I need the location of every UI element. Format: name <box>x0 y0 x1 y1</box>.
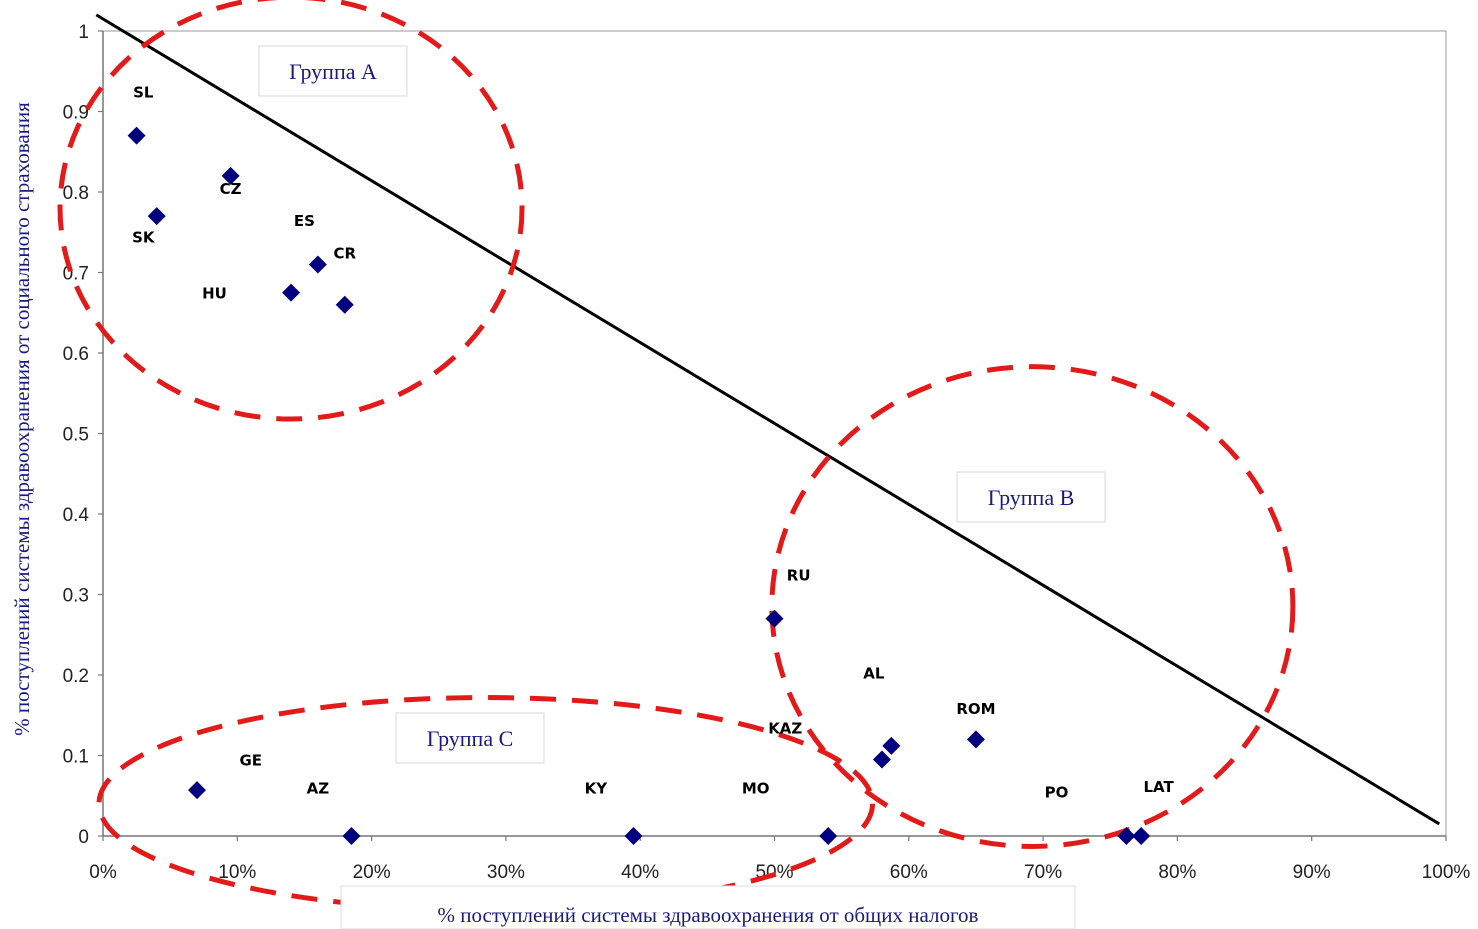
y-tick-label: 0 <box>78 827 89 848</box>
data-point <box>1117 827 1136 845</box>
point-label: MO <box>742 780 770 798</box>
point-label: AL <box>863 665 885 683</box>
data-point <box>282 283 301 302</box>
point-label: LAT <box>1143 778 1174 796</box>
data-point <box>872 750 891 769</box>
point-labels: SL CZ SK ES CR HU GE AZ KY MO RU AL KAZ ROM PO LAT <box>132 83 1174 801</box>
plot-frame <box>102 30 1447 837</box>
data-point <box>127 126 146 145</box>
group-label-box <box>395 712 545 764</box>
data-point <box>882 736 901 755</box>
data-markers <box>127 126 1151 845</box>
x-axis-title-box <box>340 885 1076 929</box>
group-label: Группа С <box>427 726 514 751</box>
point-label: RU <box>787 566 811 584</box>
point-label: SK <box>132 228 156 246</box>
trendline-layer <box>95 13 1441 826</box>
data-point <box>221 166 240 185</box>
data-point <box>765 609 784 628</box>
point-label: AZ <box>307 780 330 798</box>
y-tick-label: 0.8 <box>63 183 89 204</box>
point-label: KAZ <box>768 719 802 737</box>
y-tick-label: 0.6 <box>63 344 89 365</box>
y-tick-label: 0.9 <box>63 103 89 124</box>
group-ellipses <box>57 0 1296 913</box>
x-tick-label: 0% <box>89 862 117 883</box>
point-label: SL <box>133 83 154 101</box>
x-tick-label: 90% <box>1293 862 1331 883</box>
x-tick-label: 20% <box>353 862 391 883</box>
trendline <box>95 13 1441 826</box>
y-axis-ticks: 00.10.20.30.40.50.60.70.80.91 <box>63 22 103 848</box>
x-tick-label: 100% <box>1422 862 1471 883</box>
point-label: CZ <box>220 180 242 198</box>
x-tick-label: 70% <box>1024 862 1062 883</box>
group-ellipse <box>57 0 525 422</box>
x-tick-label: 30% <box>487 862 525 883</box>
x-tick-label: 60% <box>890 862 928 883</box>
data-point <box>966 730 985 749</box>
x-tick-label: 80% <box>1158 862 1196 883</box>
data-point <box>624 827 643 845</box>
plot-area <box>102 30 1447 837</box>
data-point <box>335 295 354 314</box>
y-tick-label: 0.5 <box>63 425 89 446</box>
y-axis-title: % поступлений системы здравоохранения от… <box>10 102 34 736</box>
y-tick-label: 0.4 <box>63 505 90 526</box>
y-tick-label: 0.3 <box>63 586 89 607</box>
data-point <box>1132 827 1151 845</box>
group-label: Группа А <box>289 59 377 84</box>
x-tick-label: 10% <box>218 862 256 883</box>
data-point <box>342 827 361 845</box>
group-ellipse <box>96 695 876 913</box>
x-axis-ticks: 0% 10% 20% 30% 40% 50% 60% 70% 80% 90% 100% <box>89 836 1470 883</box>
point-label: CR <box>333 244 356 262</box>
group-label-box <box>956 471 1106 523</box>
y-tick-label: 0.2 <box>63 666 89 687</box>
point-label: PO <box>1045 784 1069 802</box>
x-tick-label: 40% <box>621 862 659 883</box>
y-tick-label: 0.1 <box>63 747 89 768</box>
y-tick-label: 1 <box>78 22 89 43</box>
point-label: HU <box>202 285 227 303</box>
group-label: Группа В <box>988 485 1075 510</box>
point-label: GE <box>239 752 262 770</box>
group-label-box <box>258 45 408 97</box>
data-point <box>308 255 327 274</box>
data-point <box>188 781 207 800</box>
x-axis-title: % поступлений системы здравоохранения от… <box>438 903 979 927</box>
point-label: ES <box>294 212 315 230</box>
data-point <box>819 827 838 845</box>
group-label-boxes: Группа А Группа В Группа С <box>258 45 1106 764</box>
group-ellipse <box>769 364 1296 849</box>
point-label: ROM <box>956 700 995 718</box>
data-point <box>147 207 166 226</box>
point-label: KY <box>585 780 609 798</box>
